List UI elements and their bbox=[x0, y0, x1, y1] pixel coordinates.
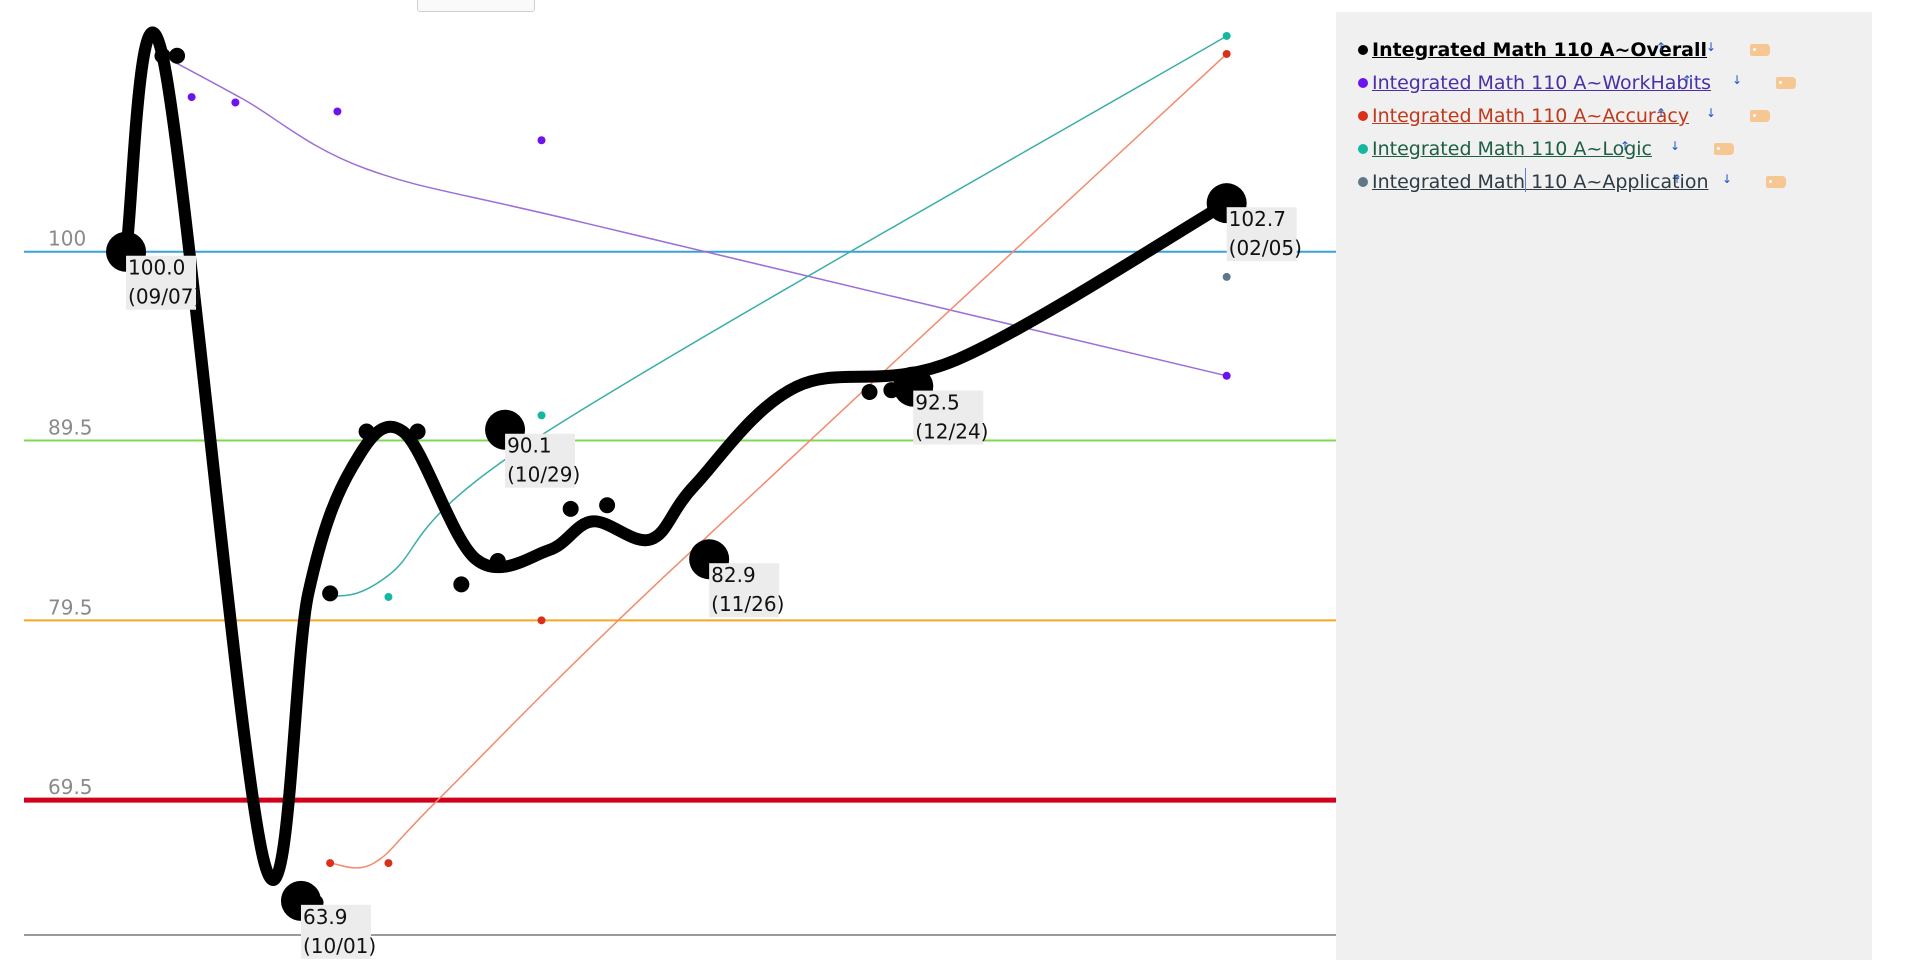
legend-dot-icon bbox=[1358, 111, 1368, 121]
data-point-workhabits[interactable] bbox=[231, 98, 240, 107]
data-point-overall[interactable] bbox=[562, 500, 579, 517]
callout-box bbox=[300, 904, 371, 959]
callout-box bbox=[126, 255, 197, 310]
callout-box bbox=[1226, 207, 1297, 262]
callout-value-label: 82.9 bbox=[711, 563, 756, 587]
y-tick-label: 100 bbox=[48, 227, 86, 251]
data-point-accuracy[interactable] bbox=[326, 859, 335, 868]
data-point-overall[interactable] bbox=[358, 423, 375, 440]
arrow-up-icon[interactable]: ↑ bbox=[1620, 139, 1631, 153]
arrow-up-icon[interactable]: ↑ bbox=[1656, 40, 1667, 54]
legend-panel: Integrated Math 110 A~Overall ↑ ↓ Integrate… bbox=[1336, 12, 1872, 960]
arrow-up-icon[interactable]: ↑ bbox=[1672, 172, 1683, 186]
callout-value-label: 90.1 bbox=[507, 434, 552, 458]
data-point-logic[interactable] bbox=[537, 411, 546, 420]
callout-box bbox=[709, 563, 780, 618]
callout-date-label: (10/29) bbox=[507, 463, 580, 487]
arrow-down-icon[interactable]: ↓ bbox=[1670, 139, 1681, 153]
arrow-up-icon[interactable]: ↑ bbox=[1682, 73, 1693, 87]
arrow-down-icon[interactable]: ↓ bbox=[1722, 172, 1733, 186]
legend-link[interactable]: Integrated Math 110 A~WorkHabits bbox=[1372, 72, 1712, 94]
legend-item: Integrated Math 110 A~Logic bbox=[1358, 135, 1652, 163]
data-point-workhabits[interactable] bbox=[333, 107, 342, 116]
data-point-workhabits[interactable] bbox=[537, 136, 546, 145]
arrow-down-icon[interactable]: ↓ bbox=[1732, 73, 1743, 87]
y-tick-label: 89.5 bbox=[48, 416, 93, 440]
data-point-accuracy[interactable] bbox=[384, 859, 393, 868]
grade-chart: 100 89.5 79.5 69.5 100.0 (09/07) 63.9 (10/01) 90… bbox=[24, 26, 1336, 959]
data-point-overall[interactable] bbox=[453, 576, 470, 593]
top-tab[interactable] bbox=[417, 0, 535, 12]
data-point-overall[interactable] bbox=[154, 47, 171, 64]
callout-value-label: 100.0 bbox=[128, 256, 185, 280]
callout-date-label: (02/05) bbox=[1229, 236, 1302, 260]
tag-icon[interactable] bbox=[1776, 77, 1796, 89]
arrow-down-icon[interactable]: ↓ bbox=[1706, 40, 1717, 54]
arrow-down-icon[interactable]: ↓ bbox=[1706, 106, 1717, 120]
callout-value-label: 63.9 bbox=[303, 905, 348, 929]
series-line-overall bbox=[120, 26, 1233, 886]
callout-date-label: (11/26) bbox=[711, 592, 784, 616]
data-point-logic[interactable] bbox=[384, 592, 393, 601]
tag-icon[interactable] bbox=[1750, 44, 1770, 56]
arrow-up-icon[interactable]: ↑ bbox=[1656, 106, 1667, 120]
text-cursor bbox=[1525, 168, 1526, 192]
callout-value-label: 92.5 bbox=[915, 391, 960, 415]
legend-item: Integrated Math 110 A~Overall bbox=[1358, 36, 1707, 64]
callout-box bbox=[505, 433, 576, 488]
y-tick-label: 79.5 bbox=[48, 595, 93, 619]
data-point-overall[interactable] bbox=[322, 585, 339, 602]
y-tick-label: 69.5 bbox=[48, 775, 93, 799]
callout-date-label: (09/07) bbox=[128, 285, 201, 309]
legend-dot-icon bbox=[1358, 177, 1368, 187]
series-line-workhabits bbox=[161, 54, 1228, 377]
data-point-overall[interactable] bbox=[489, 553, 506, 569]
callout-box bbox=[913, 390, 984, 445]
data-point-overall[interactable] bbox=[409, 423, 426, 440]
legend-item: Integrated Math 110 A~Accuracy bbox=[1358, 102, 1689, 130]
legend-item: Integrated Math 110 A~WorkHabits bbox=[1358, 69, 1711, 97]
callout-value-label: 102.7 bbox=[1229, 207, 1286, 231]
tag-icon[interactable] bbox=[1714, 143, 1734, 155]
legend-link[interactable]: Integrated Math 110 A~Logic bbox=[1372, 138, 1652, 160]
series-line-logic bbox=[329, 35, 1228, 598]
tag-icon[interactable] bbox=[1766, 176, 1786, 188]
data-point-overall[interactable] bbox=[169, 47, 186, 64]
data-point-workhabits[interactable] bbox=[1222, 371, 1231, 380]
data-point-accuracy[interactable] bbox=[537, 616, 546, 625]
callout-date-label: (12/24) bbox=[915, 420, 988, 444]
legend-link[interactable]: Integrated Math 110 A~Accuracy bbox=[1372, 105, 1690, 127]
callout-date-label: (10/01) bbox=[303, 934, 376, 958]
data-point-application[interactable] bbox=[1222, 272, 1231, 281]
data-point-accuracy[interactable] bbox=[1222, 49, 1231, 58]
legend-item: Integrated Math 110 A~Application bbox=[1358, 168, 1709, 196]
data-point-workhabits[interactable] bbox=[187, 93, 196, 102]
data-point-overall[interactable] bbox=[861, 383, 878, 400]
tag-icon[interactable] bbox=[1750, 110, 1770, 122]
legend-dot-icon bbox=[1358, 144, 1368, 154]
data-point-overall[interactable] bbox=[599, 497, 616, 514]
data-point-logic[interactable] bbox=[1222, 31, 1231, 40]
legend-dot-icon bbox=[1358, 78, 1368, 88]
series-line-accuracy bbox=[329, 53, 1228, 869]
legend-dot-icon bbox=[1358, 45, 1368, 55]
legend-link[interactable]: Integrated Math 110 A~Overall bbox=[1372, 39, 1708, 61]
legend-link[interactable]: Integrated Math 110 A~Application bbox=[1372, 171, 1709, 193]
